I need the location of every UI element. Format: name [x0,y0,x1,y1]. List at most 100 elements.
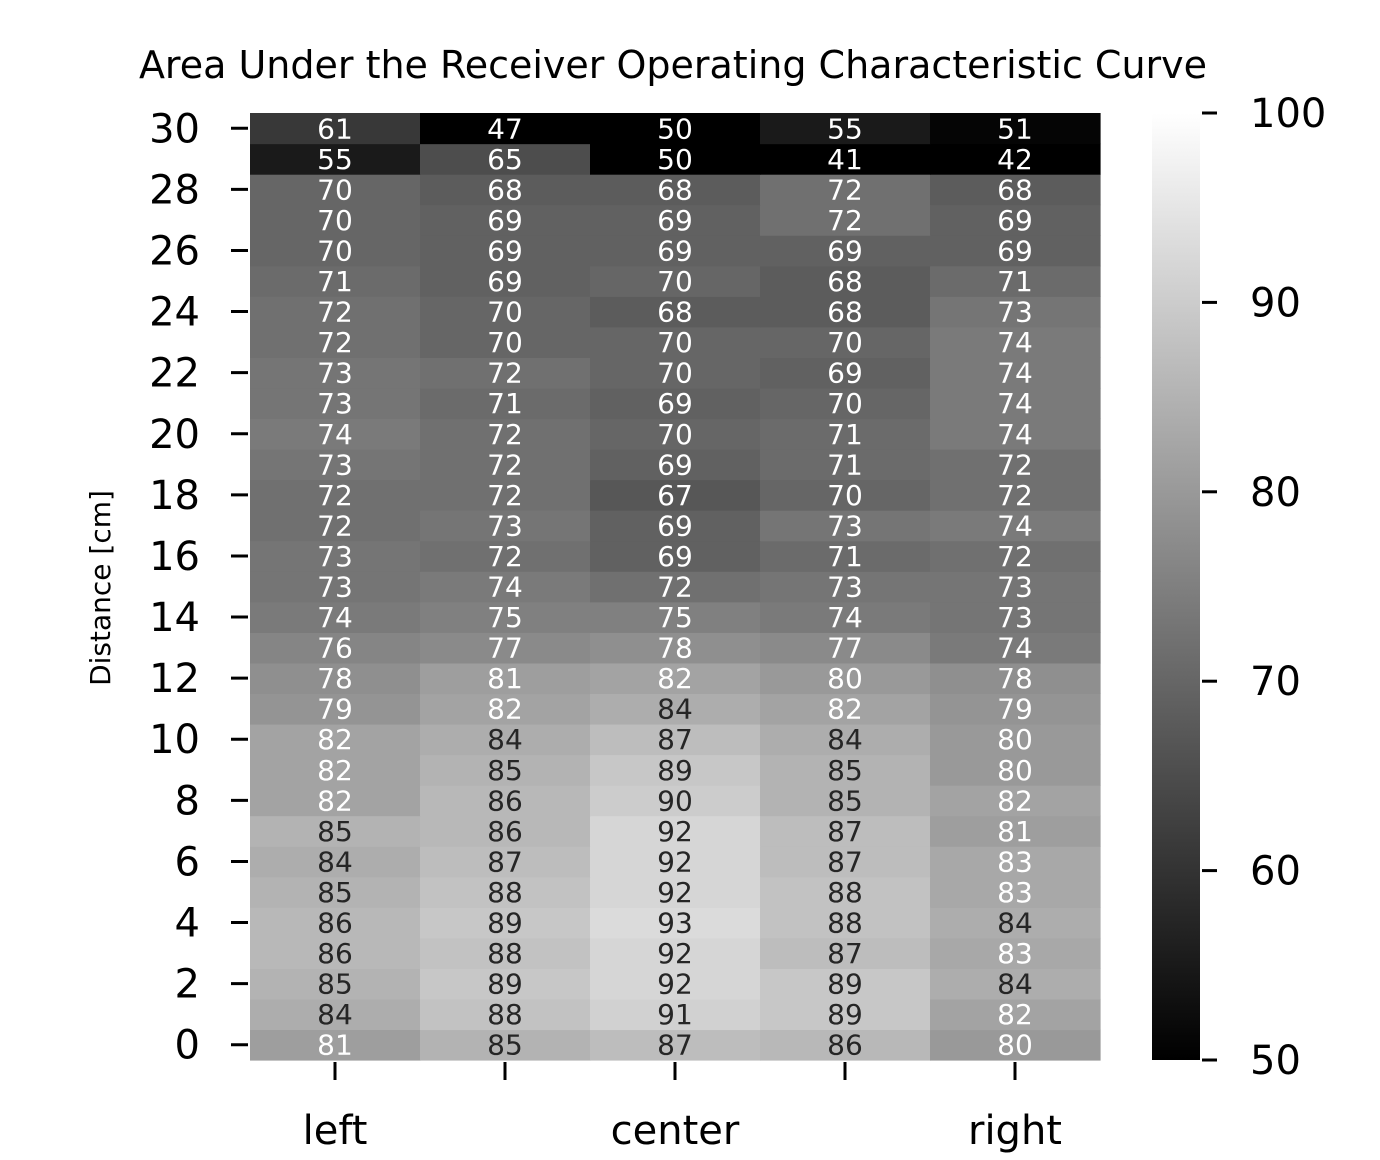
heatmap-cell [590,937,761,969]
heatmap-cell [250,479,421,511]
cell-value-label: 73 [317,540,353,573]
heatmap-cell [420,601,591,633]
heatmap-cell [930,510,1101,542]
cell-value-label: 77 [487,632,523,665]
cell-value-label: 71 [827,540,863,573]
heatmap-cell [760,754,931,786]
y-tick-label: 26 [149,228,200,274]
cell-value-label: 73 [317,571,353,604]
cell-value-label: 89 [487,907,523,940]
cell-value-label: 80 [997,723,1033,756]
cell-value-label: 73 [997,571,1033,604]
heatmap-cell [930,632,1101,664]
heatmap-cell [590,113,761,145]
heatmap-cell [590,357,761,389]
heatmap-cell [590,174,761,206]
heatmap-cell [420,968,591,1000]
cell-value-label: 71 [827,448,863,481]
heatmap-cell [930,1029,1101,1061]
cell-value-label: 82 [317,754,353,787]
heatmap-cell [250,937,421,969]
heatmap-cell [760,846,931,878]
heatmap-cell [420,815,591,847]
heatmap-cell [590,907,761,939]
heatmap-cell [250,662,421,695]
heatmap-cell [930,204,1101,236]
cell-value-label: 86 [827,1029,863,1062]
cell-value-label: 80 [827,662,863,695]
heatmap-cell [760,937,931,969]
cell-value-label: 84 [997,907,1033,940]
heatmap-cell [250,357,421,389]
cell-value-label: 73 [317,448,353,481]
heatmap-cell [250,449,421,481]
heatmap-cell [590,204,761,236]
y-tick-label: 8 [175,778,200,824]
cell-value-label: 68 [657,173,693,206]
cell-value-label: 70 [657,326,693,359]
heatmap-cell [250,326,421,358]
cell-value-label: 70 [657,357,693,390]
cell-value-label: 74 [487,571,523,604]
y-tick-label: 16 [149,534,200,580]
cell-value-label: 68 [657,296,693,329]
cell-value-label: 77 [827,632,863,665]
cell-value-label: 68 [827,296,863,329]
cell-value-label: 70 [317,173,353,206]
heatmap-cell [930,265,1101,297]
heatmap-cell [930,326,1101,358]
y-tick-label: 12 [149,656,200,702]
cell-value-label: 87 [487,845,523,878]
heatmap-cell [250,204,421,236]
heatmap-cell [590,265,761,297]
colorbar-tick-label: 50 [1250,1038,1301,1084]
cell-value-label: 75 [487,601,523,634]
cell-value-label: 82 [487,693,523,726]
cell-value-label: 85 [317,815,353,848]
cell-value-label: 87 [657,723,693,756]
heatmap-cell [590,754,761,786]
cell-value-label: 72 [997,540,1033,573]
cell-value-label: 87 [827,937,863,970]
heatmap-cell [420,998,591,1031]
heatmap-cell [930,876,1101,908]
cell-value-label: 82 [317,723,353,756]
heatmap-cell [760,785,931,817]
cell-value-label: 78 [997,662,1033,695]
heatmap-cell [250,540,421,572]
heatmap-cell [420,418,591,450]
heatmap-cell [420,113,591,145]
cell-value-label: 82 [317,784,353,817]
heatmap-cell [590,540,761,572]
cell-value-label: 92 [657,937,693,970]
heatmap-cell [930,937,1101,969]
cell-value-label: 61 [317,112,353,145]
cell-value-label: 50 [657,143,693,176]
heatmap-cell [250,1029,421,1061]
cell-value-label: 70 [317,234,353,267]
cell-value-label: 73 [317,387,353,420]
heatmap-cell [250,113,421,145]
cell-value-label: 72 [487,479,523,512]
cell-value-label: 83 [997,845,1033,878]
cell-value-label: 85 [487,1029,523,1062]
heatmap-cell [760,449,931,481]
cell-value-label: 55 [317,143,353,176]
cell-value-label: 70 [827,479,863,512]
heatmap-cell [590,846,761,878]
cell-value-label: 81 [317,1029,353,1062]
heatmap-cell [590,723,761,756]
cell-value-label: 76 [317,632,353,665]
heatmap-cell [250,632,421,664]
heatmap-cell [930,418,1101,450]
heatmap-cell [250,998,421,1031]
heatmap-cell [760,815,931,847]
heatmap-cell [930,662,1101,695]
cell-value-label: 69 [657,387,693,420]
heatmap-cell [420,876,591,908]
heatmap-cell [590,143,761,175]
cell-value-label: 65 [487,143,523,176]
cell-value-label: 73 [827,571,863,604]
heatmap-cell [420,449,591,481]
cell-value-label: 88 [487,876,523,909]
